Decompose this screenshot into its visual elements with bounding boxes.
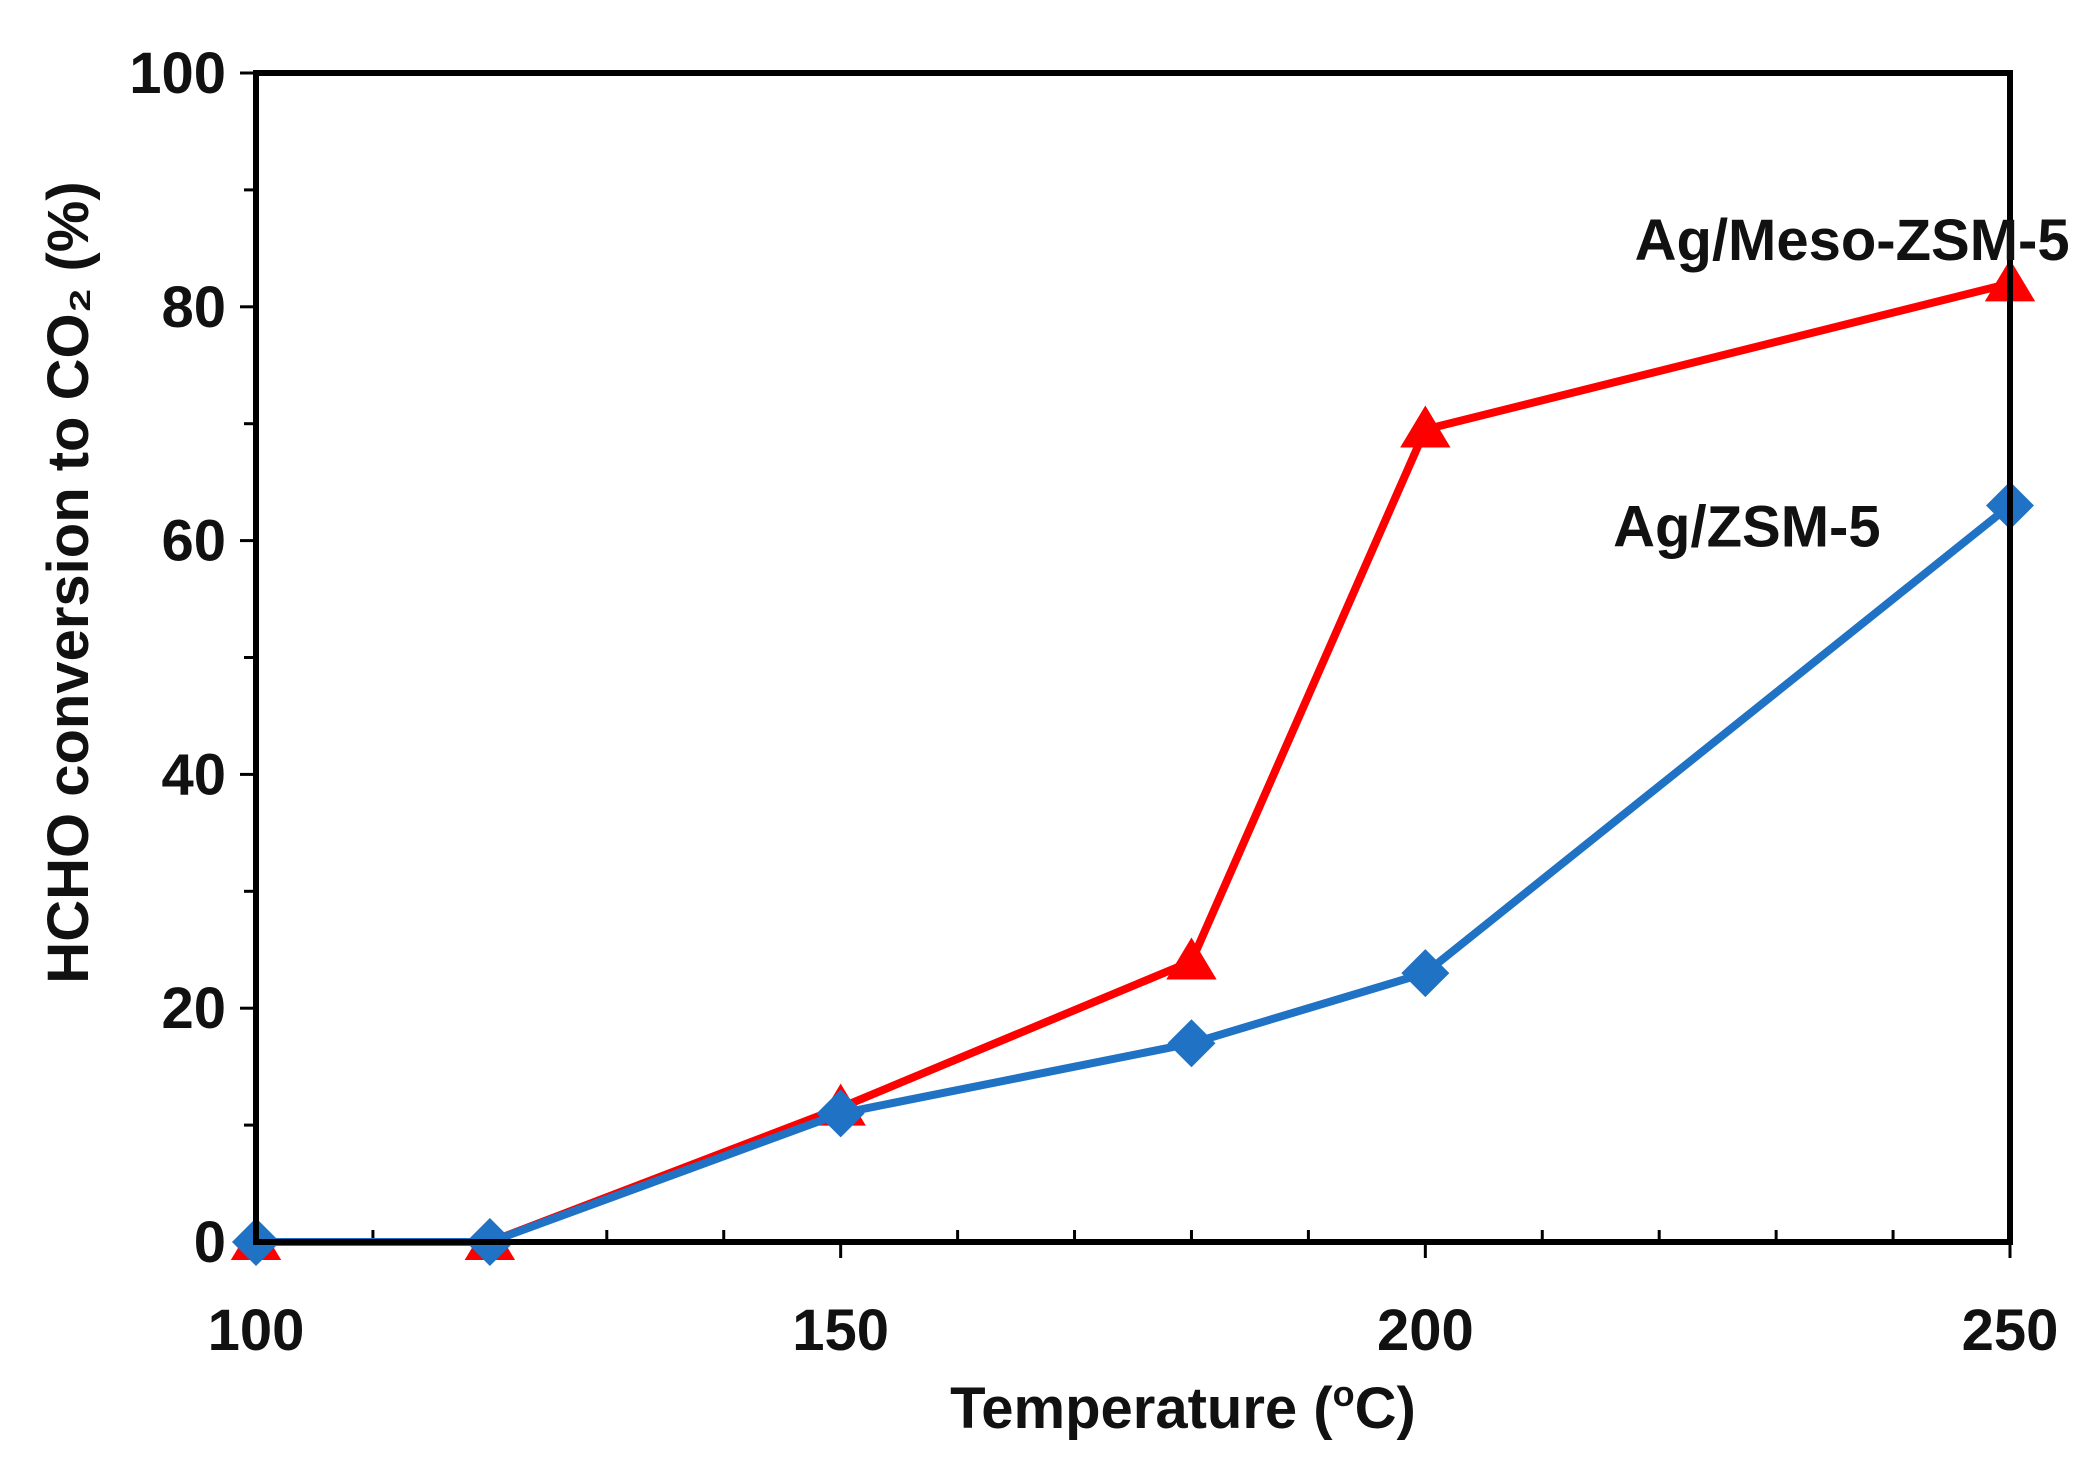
y-axis-title: HCHO conversion to CO₂ (%) <box>36 181 101 983</box>
x-axis-title-main: Temperature ( <box>950 1376 1333 1441</box>
data-point-diamond <box>816 1089 865 1138</box>
series-line <box>252 501 2014 1246</box>
x-tick-label: 200 <box>1377 1298 1474 1363</box>
data-point-triangle <box>1166 937 1217 980</box>
series-layer <box>230 259 2036 1266</box>
x-tick-label: 150 <box>792 1298 889 1363</box>
data-point-diamond <box>1167 1019 1216 1068</box>
series-annotation: Ag/ZSM-5 <box>1613 494 1880 559</box>
x-axis-title: Temperature (oC) <box>950 1373 1416 1441</box>
series-annotation: Ag/Meso-ZSM-5 <box>1635 208 2070 273</box>
x-tick-label: 100 <box>208 1298 305 1363</box>
y-tick-label: 40 <box>161 742 226 807</box>
y-tick-label: 20 <box>161 976 226 1041</box>
series-line <box>252 279 2014 1246</box>
series-ag-meso-zsm-5 <box>230 259 2036 1260</box>
data-point-diamond <box>1401 949 1450 998</box>
x-tick-label: 250 <box>1962 1298 2059 1363</box>
y-tick-label: 0 <box>194 1210 226 1275</box>
y-tick-label: 100 <box>129 41 226 106</box>
series-annotations: Ag/Meso-ZSM-5 Ag/ZSM-5 <box>1613 208 2069 559</box>
series-ag-zsm-5 <box>232 481 2034 1266</box>
x-axis-title-superscript: o <box>1333 1373 1355 1414</box>
data-point-triangle <box>1400 405 1451 448</box>
y-tick-label: 80 <box>161 275 226 340</box>
y-tick-label: 60 <box>161 509 226 574</box>
axis-labels: 0 20 40 60 80 100 100 150 200 250 <box>129 41 2058 1363</box>
plot-frame <box>253 70 2013 1245</box>
x-axis-title-suffix: C) <box>1355 1376 1416 1441</box>
